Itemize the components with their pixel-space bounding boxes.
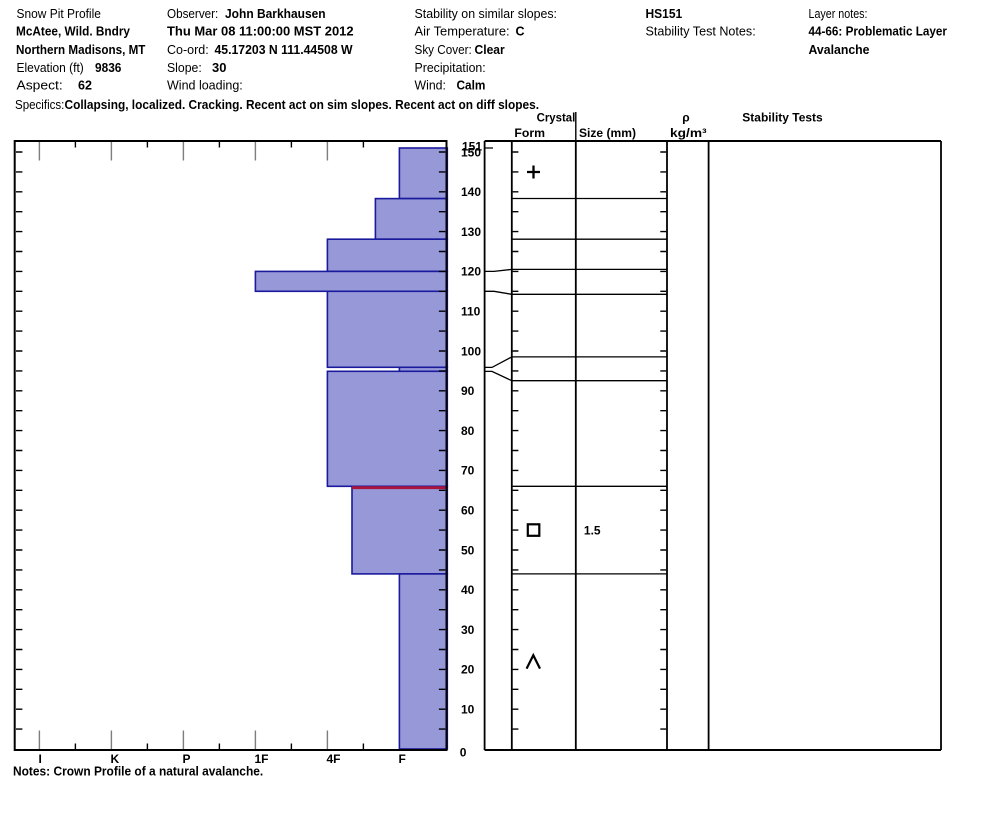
- svg-text:Air Temperature:: Air Temperature:: [415, 25, 510, 39]
- svg-text:100: 100: [461, 344, 481, 358]
- svg-text:Collapsing, localized. Crackin: Collapsing, localized. Cracking. Recent …: [65, 98, 540, 112]
- svg-text:60: 60: [461, 504, 475, 518]
- svg-text:Snow Pit Profile: Snow Pit Profile: [17, 7, 101, 21]
- svg-text:Clear: Clear: [475, 43, 505, 57]
- svg-text:Stability Tests: Stability Tests: [742, 110, 823, 124]
- svg-text:150: 150: [461, 145, 481, 159]
- svg-text:Stability on similar slopes:: Stability on similar slopes:: [415, 7, 558, 21]
- svg-text:45.17203 N 111.44508 W: 45.17203 N 111.44508 W: [215, 43, 353, 57]
- svg-text:Stability Test Notes:: Stability Test Notes:: [646, 25, 756, 39]
- svg-text:140: 140: [461, 185, 481, 199]
- svg-text:Notes: Crown Profile of a nat: Notes: Crown Profile of a natural avalan…: [13, 764, 263, 779]
- svg-text:John Barkhausen: John Barkhausen: [225, 7, 326, 21]
- svg-text:P: P: [183, 752, 191, 766]
- svg-text:Sky Cover:: Sky Cover:: [415, 43, 472, 57]
- svg-text:151: 151: [462, 140, 482, 154]
- svg-text:C: C: [516, 25, 525, 39]
- svg-text:Slope:: Slope:: [167, 61, 202, 75]
- svg-text:4F: 4F: [327, 752, 341, 766]
- svg-text:40: 40: [461, 583, 475, 597]
- svg-text:Thu Mar 08 11:00:00 MST 2012: Thu Mar 08 11:00:00 MST 2012: [167, 25, 354, 39]
- svg-text:Form: Form: [514, 126, 545, 140]
- svg-text:HS151: HS151: [646, 7, 683, 21]
- svg-text:kg/m³: kg/m³: [670, 126, 707, 140]
- svg-text:Northern Madisons, MT: Northern Madisons, MT: [16, 43, 146, 57]
- svg-text:9836: 9836: [95, 61, 121, 75]
- svg-text:Precipitation:: Precipitation:: [415, 61, 486, 75]
- svg-text:1F: 1F: [255, 752, 269, 766]
- svg-text:44-66: Problematic Layer: 44-66: Problematic Layer: [809, 25, 948, 39]
- svg-text:110: 110: [461, 305, 481, 319]
- svg-text:McAtee, Wild. Bndry: McAtee, Wild. Bndry: [16, 25, 130, 39]
- svg-text:Elevation (ft): Elevation (ft): [17, 61, 84, 75]
- svg-text:ρ: ρ: [682, 110, 689, 124]
- svg-text:90: 90: [461, 384, 475, 398]
- svg-text:F: F: [399, 752, 406, 766]
- svg-text:50: 50: [461, 543, 475, 557]
- svg-text:10: 10: [461, 703, 475, 717]
- svg-text:Observer:: Observer:: [167, 7, 218, 21]
- svg-text:0: 0: [460, 746, 467, 760]
- svg-text:Wind loading:: Wind loading:: [167, 79, 243, 93]
- svg-text:20: 20: [461, 663, 475, 677]
- svg-text:62: 62: [78, 79, 92, 93]
- svg-text:Wind:: Wind:: [415, 79, 446, 93]
- svg-text:Size (mm): Size (mm): [579, 126, 636, 140]
- svg-text:30: 30: [461, 623, 475, 637]
- svg-text:K: K: [111, 752, 120, 766]
- svg-text:130: 130: [461, 225, 481, 239]
- svg-text:Crystal: Crystal: [537, 110, 576, 124]
- svg-text:I: I: [39, 752, 42, 766]
- svg-text:120: 120: [461, 265, 481, 279]
- svg-text:1.5: 1.5: [584, 524, 601, 538]
- svg-text:Co-ord:: Co-ord:: [167, 43, 209, 57]
- svg-text:Avalanche: Avalanche: [809, 43, 870, 57]
- svg-text:80: 80: [461, 424, 475, 438]
- svg-text:Specifics:: Specifics:: [15, 98, 64, 112]
- svg-text:70: 70: [461, 464, 475, 478]
- svg-text:Calm: Calm: [457, 79, 486, 93]
- svg-text:Aspect:: Aspect:: [17, 79, 63, 93]
- svg-text:30: 30: [212, 61, 226, 75]
- svg-text:Layer notes:: Layer notes:: [809, 7, 868, 21]
